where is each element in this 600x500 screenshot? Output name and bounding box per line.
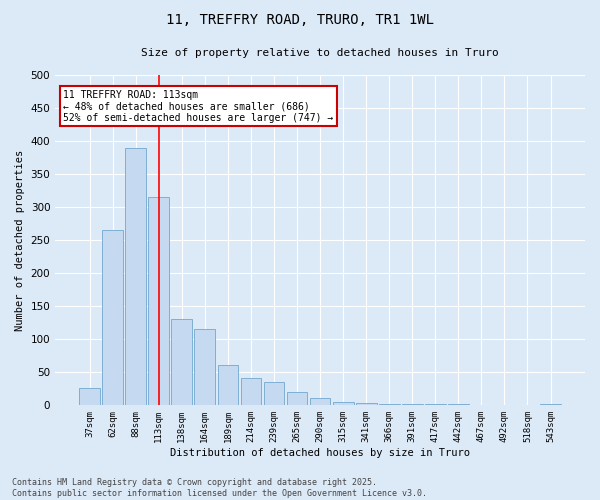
Bar: [379, 404, 400, 405]
Text: 11, TREFFRY ROAD, TRURO, TR1 1WL: 11, TREFFRY ROAD, TRURO, TR1 1WL: [166, 12, 434, 26]
Bar: [102, 230, 123, 405]
Bar: [402, 404, 422, 405]
Bar: [356, 403, 377, 405]
Bar: [448, 404, 469, 405]
Bar: [79, 388, 100, 405]
Bar: [263, 382, 284, 405]
Bar: [148, 197, 169, 405]
Bar: [125, 148, 146, 405]
Bar: [287, 392, 307, 405]
Bar: [172, 319, 192, 405]
Title: Size of property relative to detached houses in Truro: Size of property relative to detached ho…: [141, 48, 499, 58]
Text: 11 TREFFRY ROAD: 113sqm
← 48% of detached houses are smaller (686)
52% of semi-d: 11 TREFFRY ROAD: 113sqm ← 48% of detache…: [63, 90, 334, 123]
X-axis label: Distribution of detached houses by size in Truro: Distribution of detached houses by size …: [170, 448, 470, 458]
Bar: [540, 404, 561, 405]
Bar: [310, 398, 331, 405]
Y-axis label: Number of detached properties: Number of detached properties: [15, 150, 25, 330]
Text: Contains HM Land Registry data © Crown copyright and database right 2025.
Contai: Contains HM Land Registry data © Crown c…: [12, 478, 427, 498]
Bar: [333, 402, 353, 405]
Bar: [241, 378, 262, 405]
Bar: [425, 404, 446, 405]
Bar: [194, 329, 215, 405]
Bar: [218, 365, 238, 405]
